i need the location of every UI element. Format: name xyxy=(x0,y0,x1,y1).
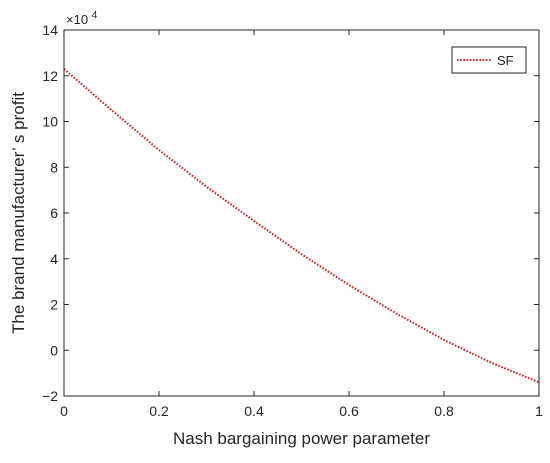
x-tick-label: 0.8 xyxy=(434,403,454,419)
plot-area xyxy=(64,30,539,396)
y-axis-multiplier: ×10 4 xyxy=(66,10,98,27)
y-axis-multiplier-base: ×10 xyxy=(66,12,88,27)
x-tick-label: 0.2 xyxy=(149,403,169,419)
y-tick-label: 14 xyxy=(42,22,58,38)
legend-label-0: SF xyxy=(497,53,514,68)
x-axis-title: Nash bargaining power parameter xyxy=(173,429,430,448)
plot-background xyxy=(64,30,539,396)
x-tick-label: 0 xyxy=(60,403,68,419)
y-tick-label: 8 xyxy=(50,159,58,175)
y-tick-label: 0 xyxy=(50,342,58,358)
series-layer xyxy=(63,68,540,384)
x-tick-label: 1 xyxy=(535,403,543,419)
series-line-0 xyxy=(63,68,540,384)
y-tick-label: −2 xyxy=(42,388,58,404)
y-tick-label: 12 xyxy=(42,68,58,84)
y-axis-title: The brand manufacturer’ s profit xyxy=(9,92,28,334)
x-tick-label: 0.6 xyxy=(339,403,359,419)
y-axis-multiplier-exponent: 4 xyxy=(92,10,98,21)
y-tick-label: 4 xyxy=(50,251,58,267)
x-tick-label: 0.4 xyxy=(244,403,264,419)
y-tick-label: 10 xyxy=(42,114,58,130)
y-tick-label: 6 xyxy=(50,205,58,221)
y-tick-label: 2 xyxy=(50,297,58,313)
legend: SF xyxy=(451,46,527,74)
